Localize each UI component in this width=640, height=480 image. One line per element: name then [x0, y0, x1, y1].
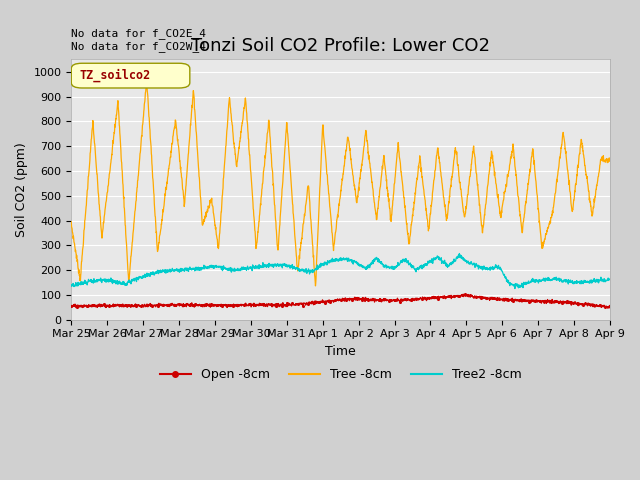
- FancyBboxPatch shape: [71, 63, 190, 88]
- Y-axis label: Soil CO2 (ppm): Soil CO2 (ppm): [15, 142, 28, 237]
- Legend: Open -8cm, Tree -8cm, Tree2 -8cm: Open -8cm, Tree -8cm, Tree2 -8cm: [155, 363, 527, 386]
- Text: No data for f_CO2E_4
No data for f_CO2W_4: No data for f_CO2E_4 No data for f_CO2W_…: [71, 28, 206, 51]
- X-axis label: Time: Time: [325, 345, 356, 358]
- Text: TZ_soilco2: TZ_soilco2: [79, 69, 150, 82]
- Title: Tonzi Soil CO2 Profile: Lower CO2: Tonzi Soil CO2 Profile: Lower CO2: [191, 37, 490, 55]
